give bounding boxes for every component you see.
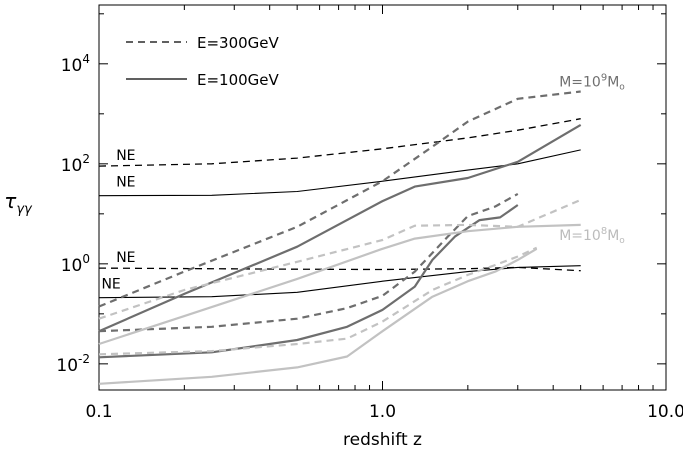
legend: E=300GeV E=100GeV — [126, 34, 280, 89]
series-line — [98, 198, 582, 320]
series-line — [98, 204, 519, 359]
x-axis-label: redshift z — [343, 430, 422, 450]
ne-label: NE — [101, 277, 120, 293]
y-tick-label: 102 — [61, 152, 90, 176]
series-group — [98, 90, 582, 385]
y-tick-label: 104 — [61, 52, 90, 76]
x-tick-label: 0.1 — [85, 402, 112, 422]
series-line — [98, 192, 519, 333]
series-line — [98, 118, 581, 167]
y-tick-label: 10-2 — [56, 352, 90, 376]
series-line — [98, 246, 538, 356]
legend-label: E=300GeV — [197, 34, 280, 52]
series-line — [98, 265, 581, 299]
ne-label: NE — [116, 250, 135, 266]
series-line — [98, 149, 581, 197]
mass-annotation: M=108Mo — [559, 226, 625, 246]
label-group: 0.1 1.0 10.0 10-2 100 102 104 redshift z τγγ NE NE… — [4, 52, 683, 450]
mass-annotation: M=109Mo — [559, 73, 625, 93]
x-tick-label: 10.0 — [647, 402, 683, 422]
tick-marks — [98, 5, 666, 390]
series-line — [98, 247, 538, 385]
y-axis-label: τγγ — [4, 189, 33, 217]
x-tick-label: 1.0 — [369, 402, 396, 422]
ne-label: NE — [116, 148, 135, 164]
legend-label: E=100GeV — [197, 71, 280, 89]
y-tick-label: 100 — [61, 252, 90, 276]
series-line — [98, 90, 581, 308]
ne-label: NE — [116, 175, 135, 191]
series-line — [98, 223, 581, 346]
